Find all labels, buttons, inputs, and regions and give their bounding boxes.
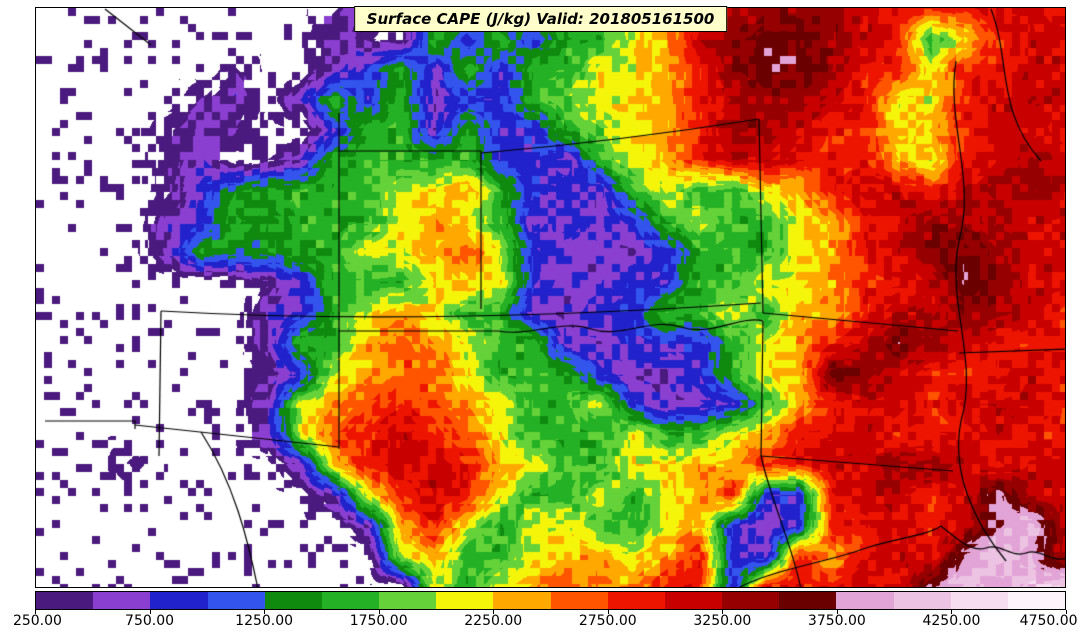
colorbar-segment: [607, 592, 665, 609]
colorbar-segment: [436, 592, 494, 609]
colorbar-segment: [664, 592, 723, 609]
colorbar-tick-label: 1750.00: [349, 613, 408, 629]
map-title: Surface CAPE (J/kg) Valid: 201805161500: [353, 6, 728, 32]
colorbar-tick-mark: [607, 610, 609, 614]
map-frame: [35, 7, 1066, 588]
colorbar-tick-label: 4250.00: [922, 613, 981, 629]
colorbar-segment: [36, 592, 94, 609]
colorbar-segment: [550, 592, 608, 609]
colorbar-tick-label: 4750.00: [1019, 613, 1078, 629]
colorbar-segment: [722, 592, 780, 609]
colorbar-tick-mark: [722, 610, 724, 614]
colorbar-tick-label: 3250.00: [693, 613, 752, 629]
colorbar-tick-label: 2750.00: [578, 613, 637, 629]
colorbar-tick-label: 3750.00: [807, 613, 866, 629]
colorbar-tick-mark: [378, 610, 380, 614]
colorbar-ticks: [35, 610, 1067, 614]
colorbar-segment: [836, 592, 894, 609]
colorbar-segment: [207, 592, 265, 609]
colorbar-tick-label: 1250.00: [235, 613, 294, 629]
colorbar-segment: [93, 592, 151, 609]
colorbar-tick-mark: [951, 610, 953, 614]
colorbar-tick-mark: [1066, 610, 1067, 614]
colorbar-segment: [264, 592, 322, 609]
colorbar-tick-mark: [35, 610, 36, 614]
colorbar-segment: [1007, 592, 1066, 609]
colorbar-segment: [321, 592, 380, 609]
colorbar-segment: [779, 592, 837, 609]
colorbar-segment: [150, 592, 208, 609]
colorbar-segment: [379, 592, 437, 609]
colorbar-segment: [950, 592, 1008, 609]
colorbar-tick-label: 2250.00: [464, 613, 523, 629]
colorbar-tick-mark: [493, 610, 495, 614]
colorbar-segment: [893, 592, 951, 609]
colorbar-tick-mark: [836, 610, 838, 614]
colorbar-tick-mark: [264, 610, 266, 614]
colorbar-tick-label: 250.00: [12, 613, 62, 629]
colorbar-tick-label: 750.00: [125, 613, 175, 629]
colorbar: [35, 591, 1066, 610]
colorbar-tick-mark: [149, 610, 151, 614]
cape-field-canvas: [36, 8, 1065, 587]
colorbar-segment: [493, 592, 551, 609]
colorbar-tick-labels: 250.00 750.00 1250.00 1750.00 2250.00 2750.00…: [13, 613, 1078, 631]
